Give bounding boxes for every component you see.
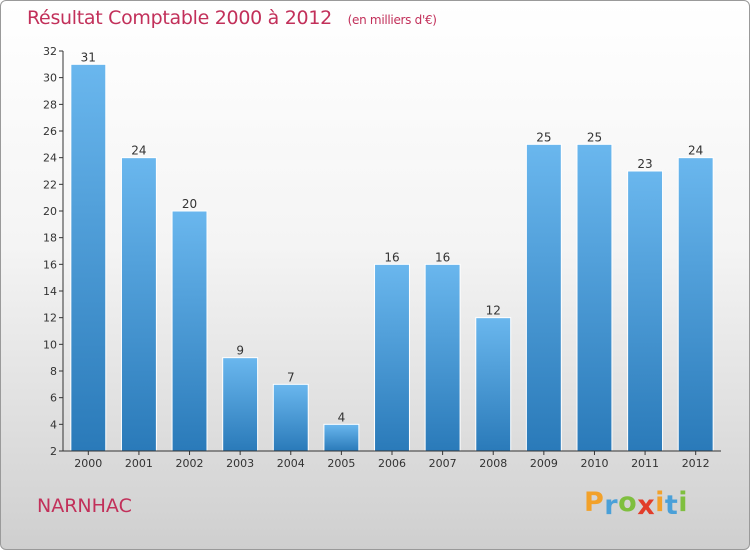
x-tick-label-2001: 2001 [125,457,153,470]
logo-letter: i [678,487,689,518]
y-tick-label-4: 4 [50,418,57,431]
chart-title-text: Résultat Comptable 2000 à 2012 [27,7,332,29]
y-tick-label-26: 26 [43,125,57,138]
x-tick-label-2012: 2012 [682,457,710,470]
bar-2006 [374,263,410,452]
data-label-2002: 20 [182,197,197,211]
data-label-2003: 9 [236,344,244,358]
data-label-2012: 24 [688,144,703,158]
bar-2000 [70,63,107,452]
x-tick-label-2011: 2011 [631,457,659,470]
data-label-2004: 7 [287,370,295,384]
data-label-2001: 24 [131,144,146,158]
bar-2005 [323,423,360,452]
bar-2003 [222,357,259,452]
data-label-2007: 16 [435,250,450,264]
bar-2008 [475,317,512,452]
x-tick-label-2003: 2003 [226,457,254,470]
bar-2011 [627,170,664,452]
y-tick-label-18: 18 [43,232,57,245]
x-tick-label-2000: 2000 [74,457,102,470]
bar-2012 [677,157,714,452]
y-tick-label-24: 24 [43,152,57,165]
y-tick-label-20: 20 [43,205,57,218]
y-tick-label-16: 16 [43,258,57,271]
bar-2009 [525,143,562,452]
chart-title: Résultat Comptable 2000 à 2012 (en milli… [27,7,437,29]
logo-letter: t [664,490,679,521]
y-tick-label-2: 2 [50,445,57,458]
data-label-2009: 25 [536,130,551,144]
data-label-2005: 4 [338,410,346,424]
data-label-2000: 31 [81,50,96,64]
y-tick-label-30: 30 [43,72,57,85]
logo-letter: r [604,490,619,521]
y-tick-label-14: 14 [43,285,57,298]
chart-subtitle: (en milliers d'€) [347,13,437,27]
y-tick-label-32: 32 [43,45,57,58]
logo-letter: x [637,490,656,521]
logo-letter: P [584,487,605,518]
x-tick-label-2008: 2008 [479,457,507,470]
bar-2007 [424,263,461,452]
bar-2001 [120,157,157,452]
logo-letter: i [655,487,665,518]
y-tick-label-8: 8 [50,365,57,378]
y-tick-label-12: 12 [43,312,57,325]
logo-letter: o [618,487,638,518]
x-tick-label-2010: 2010 [580,457,608,470]
y-tick-label-28: 28 [43,98,57,111]
y-tick-label-10: 10 [43,338,57,351]
x-tick-label-2005: 2005 [327,457,355,470]
y-tick-label-6: 6 [50,392,57,405]
x-tick-label-2006: 2006 [378,457,406,470]
data-label-2011: 23 [637,157,652,171]
x-tick-label-2002: 2002 [176,457,204,470]
bar-2010 [576,143,613,452]
x-tick-label-2007: 2007 [429,457,457,470]
x-tick-label-2004: 2004 [277,457,305,470]
y-tick-label-22: 22 [43,178,57,191]
data-label-2008: 12 [486,304,501,318]
proxiti-logo: Proxiti [584,487,689,521]
x-tick-label-2009: 2009 [530,457,558,470]
bar-2004 [272,383,309,452]
data-label-2010: 25 [587,130,602,144]
bar-2002 [171,210,208,452]
data-label-2006: 16 [384,250,399,264]
place-name: NARNHAC [37,495,132,517]
